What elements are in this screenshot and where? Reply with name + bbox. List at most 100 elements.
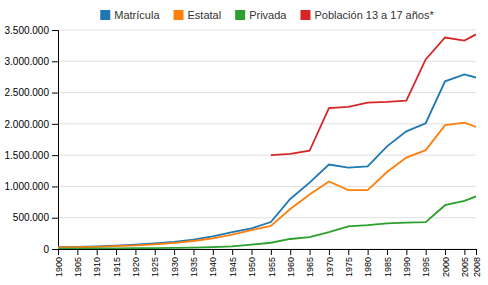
x-tick-mark	[135, 249, 136, 255]
x-tick-mark	[97, 249, 98, 255]
x-tick-mark	[310, 249, 311, 255]
series-line	[58, 196, 476, 248]
x-tick-mark	[348, 249, 349, 255]
grid	[58, 30, 476, 249]
x-tick-mark	[193, 249, 194, 255]
x-tick-label: 1905	[73, 257, 83, 277]
x-tick: 1915	[112, 249, 122, 277]
y-tick-mark	[52, 218, 58, 219]
x-tick-label: 1940	[208, 257, 218, 277]
legend-swatch	[174, 10, 184, 20]
x-tick-mark	[329, 249, 330, 255]
plot-area: 0500.0001.000.0001.500.0002.000.0002.500…	[5, 25, 482, 277]
y-tick: 2.000.000	[5, 119, 59, 130]
x-tick-label: 2005	[460, 257, 470, 277]
x-axis: 1900 1905 1910 1915 1920 1925 1930 1935 1940 1945…	[54, 249, 482, 277]
x-tick-label: 1995	[421, 257, 431, 277]
y-tick-mark	[52, 93, 58, 94]
x-tick-label: 1970	[325, 257, 335, 277]
x-tick-mark	[387, 249, 388, 255]
x-tick-label: 1975	[344, 257, 354, 277]
x-tick: 1955	[267, 249, 277, 277]
x-tick: 1935	[189, 249, 199, 277]
x-tick: 1985	[383, 249, 393, 277]
x-axis-line	[59, 250, 477, 256]
y-tick-mark	[52, 124, 58, 125]
y-tick: 3.500.000	[5, 25, 59, 36]
y-tick: 0	[43, 244, 58, 255]
x-tick: 1905	[73, 249, 83, 277]
legend-item: Población 13 a 17 años*	[300, 9, 434, 21]
legend-swatch	[100, 10, 110, 20]
x-tick: 1960	[286, 249, 296, 277]
y-tick-label: 2.500.000	[5, 87, 50, 98]
x-tick-label: 1925	[150, 257, 160, 277]
grid-line	[58, 61, 476, 62]
legend-swatch	[235, 10, 245, 20]
x-tick: 1910	[92, 249, 102, 277]
y-tick-mark	[52, 249, 58, 250]
x-tick-label: 1945	[228, 257, 238, 277]
x-tick-mark	[426, 249, 427, 255]
x-tick: 1970	[325, 249, 335, 277]
x-tick: 1965	[305, 249, 315, 277]
y-tick-label: 0	[43, 244, 49, 255]
y-tick-label: 3.000.000	[5, 56, 50, 67]
x-tick-mark	[368, 249, 369, 255]
x-tick-label: 1955	[267, 257, 277, 277]
series-line	[58, 74, 476, 247]
x-tick-mark	[290, 249, 291, 255]
legend-label: Matrícula	[114, 9, 160, 21]
x-tick-label: 1990	[402, 257, 412, 277]
y-axis: 0500.0001.000.0001.500.0002.000.0002.500…	[5, 25, 59, 255]
x-tick-label: 1965	[305, 257, 315, 277]
series-line	[271, 34, 476, 155]
x-tick: 1940	[208, 249, 218, 277]
x-tick: 2000	[441, 249, 451, 277]
x-tick-mark	[155, 249, 156, 255]
y-tick-label: 500.000	[13, 212, 50, 223]
x-tick-label: 2008	[472, 257, 482, 277]
y-tick: 2.500.000	[5, 87, 59, 98]
legend: Matrícula Estatal Privada Población 13 a 17…	[100, 9, 434, 21]
series-line	[58, 123, 476, 248]
x-tick: 2005	[460, 249, 470, 277]
x-tick-mark	[213, 249, 214, 255]
x-tick-mark	[77, 249, 78, 255]
y-tick-label: 3.500.000	[5, 25, 50, 36]
x-tick-label: 1950	[247, 257, 257, 277]
x-tick: 1930	[170, 249, 180, 277]
legend-label: Estatal	[188, 9, 222, 21]
x-tick: 2008	[472, 249, 482, 277]
x-tick-label: 1915	[112, 257, 122, 277]
x-tick-mark	[174, 249, 175, 255]
y-tick: 500.000	[13, 212, 58, 223]
grid-line	[58, 217, 476, 218]
x-tick: 1990	[402, 249, 412, 277]
x-tick: 1945	[228, 249, 238, 277]
legend-swatch	[300, 10, 310, 20]
x-tick-mark	[476, 249, 477, 255]
legend-item: Privada	[235, 9, 287, 21]
x-tick-label: 1910	[92, 257, 102, 277]
x-tick: 1950	[247, 249, 257, 277]
y-tick-mark	[52, 186, 58, 187]
grid-line	[58, 30, 476, 31]
y-tick-mark	[52, 61, 58, 62]
grid-line	[58, 186, 476, 187]
x-tick-mark	[464, 249, 465, 255]
y-tick: 1.000.000	[5, 181, 59, 192]
grid-line	[58, 123, 476, 124]
x-tick-label: 2000	[441, 257, 451, 277]
x-tick: 1920	[131, 249, 141, 277]
chart-svg: 0500.0001.000.0001.500.0002.000.0002.500…	[0, 0, 488, 285]
legend-label: Población 13 a 17 años*	[314, 9, 434, 21]
x-tick: 1900	[54, 249, 64, 277]
x-tick-mark	[271, 249, 272, 255]
x-tick-mark	[232, 249, 233, 255]
x-tick-label: 1920	[131, 257, 141, 277]
y-tick-mark	[52, 30, 58, 31]
x-tick-label: 1935	[189, 257, 199, 277]
legend-label: Privada	[249, 9, 287, 21]
x-tick: 1980	[363, 249, 373, 277]
